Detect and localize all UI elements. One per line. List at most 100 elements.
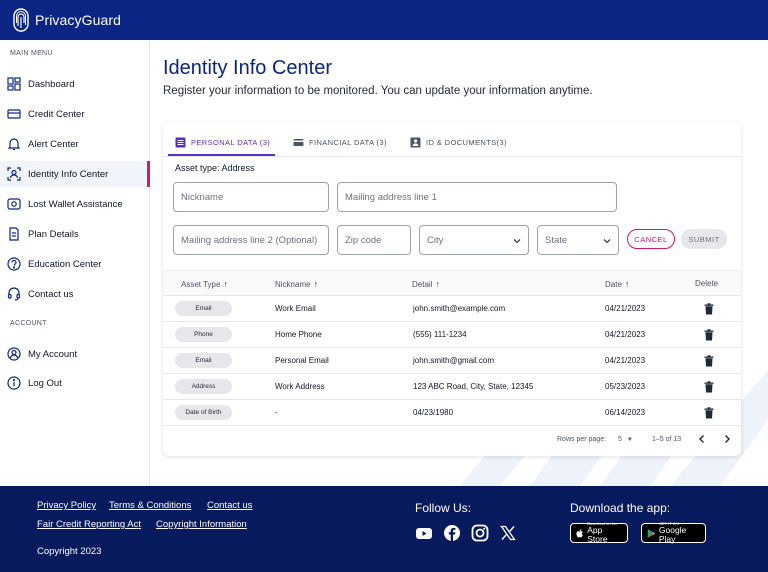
chevron-down-icon [513, 239, 521, 244]
trash-icon[interactable] [704, 329, 714, 341]
trash-icon[interactable] [704, 381, 714, 393]
nickname-cell: Personal Email [275, 356, 329, 365]
sidebar-item-education-center[interactable]: Education Center [0, 251, 150, 277]
asset-type-chip: Email [175, 301, 232, 316]
date-cell: 04/21/2023 [605, 304, 646, 313]
nickname-cell: Work Email [275, 304, 316, 313]
apple-icon [576, 528, 583, 537]
main-content: Identity Info Center Register your infor… [150, 40, 768, 486]
privacy-policy-link[interactable]: Privacy Policy [37, 500, 97, 511]
rows-per-page-label: Rows per page: [557, 436, 607, 443]
sidebar-item-log-out[interactable]: Log Out [0, 370, 150, 396]
address-line-1-field[interactable] [337, 182, 617, 212]
youtube-icon[interactable] [415, 524, 433, 542]
pagination-range: 1–5 of 13 [652, 436, 682, 443]
date-cell: 05/23/2023 [605, 382, 646, 391]
rows-per-page-select[interactable]: 5 ▼ [618, 436, 633, 443]
x-twitter-icon[interactable] [499, 524, 517, 542]
rows-per-page-value: 5 [618, 436, 622, 443]
nickname-cell: Work Address [275, 382, 325, 391]
account-label: ACCOUNT [10, 320, 47, 327]
chevron-right-icon[interactable] [721, 433, 733, 445]
app-name: PrivacyGuard [35, 12, 122, 28]
state-select-label: State [545, 235, 568, 246]
date-cell: 04/21/2023 [605, 330, 646, 339]
address-line-2-input[interactable] [174, 226, 328, 254]
google-play-big-text: Google Play [658, 525, 687, 544]
sidebar-item-lost-wallet-assistance[interactable]: Lost Wallet Assistance [0, 191, 150, 217]
trash-icon[interactable] [704, 355, 714, 367]
column-header-nickname[interactable]: Nickname ↑ [275, 279, 318, 289]
sidebar-item-label: Plan Details [28, 228, 79, 240]
nickname-input[interactable] [174, 183, 328, 211]
tab-financial-data[interactable]: FINANCIAL DATA (3) [293, 128, 387, 156]
column-header-label: Asset Type [181, 279, 221, 289]
nickname-cell: - [275, 408, 278, 417]
app-store-small-text: Download on the [587, 521, 618, 526]
wallet-icon [7, 198, 21, 210]
terms-link[interactable]: Terms & Conditions [109, 500, 192, 511]
asset-type-label: Asset type: Address [175, 163, 255, 173]
sidebar-item-alert-center[interactable]: Alert Center [0, 131, 150, 157]
caret-down-icon: ▼ [626, 437, 633, 443]
table-row: Email Personal Email john.smith@gmail.co… [163, 348, 741, 374]
tab-id-documents[interactable]: ID & DOCUMENTS(3) [410, 128, 507, 156]
trash-icon[interactable] [704, 407, 714, 419]
nickname-field[interactable] [173, 182, 329, 212]
asset-type-chip: Date of Birth [175, 405, 232, 420]
id-card-icon [410, 137, 421, 147]
fingerprint-logo-icon [13, 8, 29, 32]
sidebar-item-identity-info-center[interactable]: Identity Info Center [0, 161, 150, 187]
address-line-2-field[interactable] [173, 225, 329, 255]
sort-arrow-icon: ↑ [313, 279, 319, 289]
zip-code-input[interactable] [338, 226, 410, 254]
copyright-info-link[interactable]: Copyright Information [156, 519, 247, 530]
sidebar-item-credit-center[interactable]: Credit Center [0, 101, 150, 127]
column-header-detail[interactable]: Detail ↑ [412, 279, 440, 289]
column-header-asset-type[interactable]: Asset Type ↑ [181, 279, 228, 289]
tabs-divider [163, 156, 741, 157]
page-subtitle: Register your information to be monitore… [163, 85, 593, 97]
detail-cell: 04/23/1980 [413, 408, 454, 417]
trash-icon[interactable] [704, 303, 714, 315]
detail-cell: john.smith@example.com [413, 304, 506, 313]
sidebar-item-contact-us[interactable]: Contact us [0, 281, 150, 307]
table-header: Asset Type ↑ Nickname ↑ Detail ↑ Date ↑ … [163, 270, 741, 296]
zip-code-field[interactable] [337, 225, 411, 255]
column-header-delete: Delete [695, 279, 718, 288]
download-app-label: Download the app: [570, 501, 671, 515]
city-select[interactable]: City [419, 225, 529, 255]
detail-cell: 123 ABC Road, City, State, 12345 [413, 382, 534, 391]
document-icon [9, 227, 19, 241]
facebook-icon[interactable] [443, 524, 461, 542]
table-row: Phone Home Phone (555) 111-1234 04/21/20… [163, 322, 741, 348]
address-line-1-input[interactable] [338, 183, 616, 211]
tab-personal-data[interactable]: PERSONAL DATA (3) [175, 128, 270, 156]
app-logo[interactable]: PrivacyGuard [13, 8, 121, 32]
contact-us-link[interactable]: Contact us [207, 500, 253, 511]
sidebar-item-label: Education Center [28, 258, 102, 270]
cancel-button[interactable]: CANCEL [627, 229, 675, 249]
state-select[interactable]: State [537, 225, 619, 255]
info-circle-icon [7, 376, 21, 390]
date-cell: 04/21/2023 [605, 356, 646, 365]
sidebar-item-dashboard[interactable]: Dashboard [0, 71, 150, 97]
app-store-badge[interactable]: Download on the App Store [570, 521, 628, 544]
sidebar-item-label: Log Out [28, 377, 62, 389]
fcra-link[interactable]: Fair Credit Reporting Act [37, 519, 142, 530]
submit-button[interactable]: SUBMIT [681, 229, 727, 249]
sidebar-item-my-account[interactable]: My Account [0, 341, 150, 367]
detail-cell: (555) 111-1234 [413, 330, 467, 339]
sort-arrow-icon: ↑ [624, 279, 630, 289]
column-header-label: Detail [412, 279, 433, 289]
column-header-date[interactable]: Date ↑ [605, 279, 629, 289]
list-icon [175, 137, 186, 147]
asset-type-chip: Phone [175, 327, 232, 342]
instagram-icon[interactable] [471, 524, 489, 542]
page-title: Identity Info Center [163, 57, 332, 79]
sort-arrow-icon: ↑ [435, 279, 440, 289]
google-play-badge[interactable]: GET IT ON Google Play [641, 522, 706, 544]
sidebar-item-plan-details[interactable]: Plan Details [0, 221, 150, 247]
nickname-cell: Home Phone [275, 330, 322, 339]
chevron-left-icon[interactable] [696, 433, 708, 445]
